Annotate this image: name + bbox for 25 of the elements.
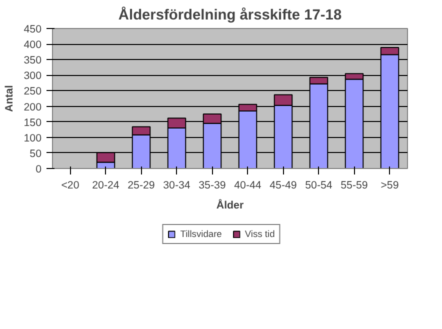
y-tick-label: 200 bbox=[24, 101, 42, 114]
y-tick-label: 150 bbox=[24, 116, 42, 129]
x-tick-label: >59 bbox=[380, 180, 399, 192]
y-tick-label: 100 bbox=[24, 132, 42, 144]
y-tick-label: 0 bbox=[36, 164, 42, 176]
x-tick-label: 20-24 bbox=[92, 180, 120, 192]
chart-title: Åldersfördelning årsskifte 17-18 bbox=[118, 6, 342, 24]
y-axis-title: Antal bbox=[4, 85, 16, 112]
y-tick-label: 400 bbox=[24, 39, 42, 52]
x-tick-label: 55-59 bbox=[340, 180, 368, 192]
x-tick-label: 30-34 bbox=[163, 180, 190, 192]
x-tick-label: 45-49 bbox=[270, 180, 297, 192]
y-tick-label: 300 bbox=[24, 70, 42, 82]
x-axis-title: Ålder bbox=[216, 198, 244, 212]
y-tick-label: 350 bbox=[24, 54, 42, 67]
y-tick-label: 250 bbox=[24, 86, 42, 98]
x-tick-label: 40-44 bbox=[234, 180, 262, 192]
x-tick-label: <20 bbox=[61, 180, 80, 192]
x-tick-label: 25-29 bbox=[128, 180, 155, 192]
y-tick-label: 450 bbox=[24, 24, 42, 36]
y-tick-label: 50 bbox=[30, 148, 42, 160]
x-tick-label: 50-54 bbox=[305, 180, 332, 192]
x-tick-label: 35-39 bbox=[198, 180, 226, 192]
legend-label: Tillsvidare bbox=[180, 229, 222, 239]
legend-label: Viss tid bbox=[244, 229, 275, 239]
